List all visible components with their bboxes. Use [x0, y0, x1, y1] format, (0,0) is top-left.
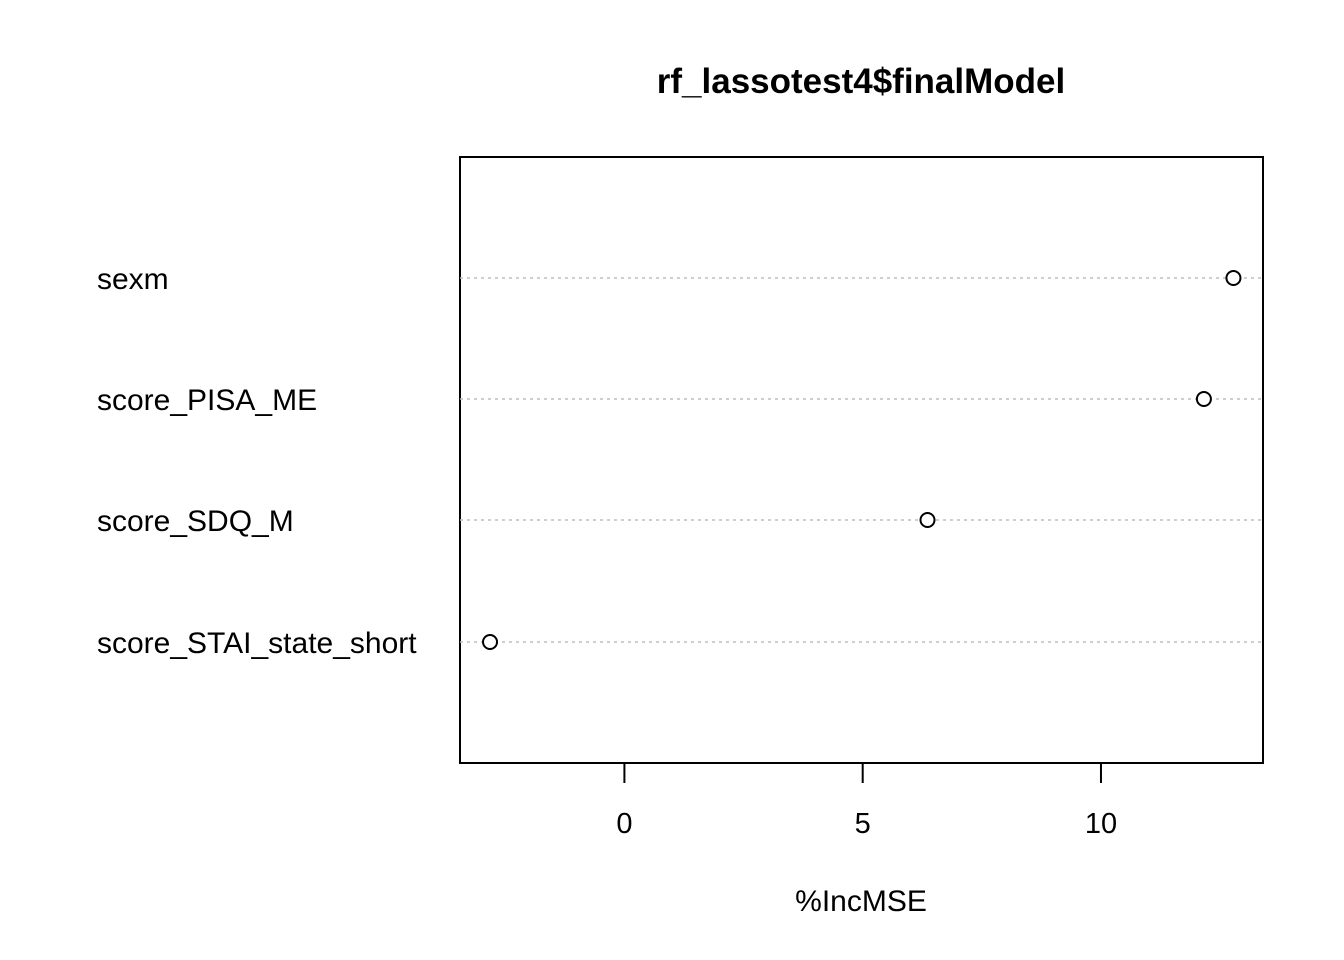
data-points [482, 270, 1242, 650]
guide-lines [460, 277, 1263, 643]
x-tick-label: 5 [855, 808, 871, 840]
x-axis: 0 5 10 [616, 763, 1117, 840]
data-point [919, 512, 936, 528]
data-point [1195, 391, 1212, 407]
variable-label: score_PISA_ME [97, 384, 317, 417]
x-axis-label: %IncMSE [795, 885, 927, 918]
data-point [1225, 270, 1242, 286]
variable-label: score_STAI_state_short [97, 627, 417, 660]
x-tick-label: 10 [1085, 808, 1117, 840]
x-tick-label: 0 [616, 808, 632, 840]
variable-label: score_SDQ_M [97, 505, 294, 538]
variable-label: sexm [97, 263, 169, 296]
data-point [482, 634, 499, 650]
chart-title: rf_lassotest4$finalModel [657, 62, 1065, 101]
variable-labels: sexm score_PISA_ME score_SDQ_M score_STAI_s… [97, 263, 417, 660]
plot-frame [459, 156, 1264, 764]
